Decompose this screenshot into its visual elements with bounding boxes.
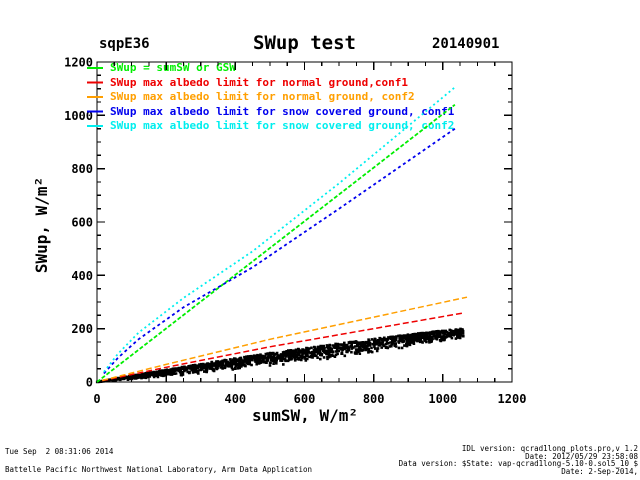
series-line-2	[102, 296, 468, 382]
y-axis-label: SWup, W/m²	[32, 177, 51, 273]
series-line-4	[103, 86, 456, 373]
scatter-points	[95, 327, 465, 384]
series-line-3	[103, 127, 456, 375]
legend-item-normal-conf1: SWup max albedo limit for normal ground,…	[110, 75, 409, 89]
y-tick-label: 800	[71, 162, 93, 176]
x-tick-label: 200	[155, 392, 177, 406]
series-line-1	[102, 312, 463, 382]
x-axis-label: sumSW, W/m²	[252, 406, 358, 425]
footer-version-block: IDL version: qcrad1long_plots.pro,v 1.2 …	[399, 445, 638, 475]
footer-idl-date: Date: 2012/05/29 23:58:08	[525, 451, 638, 461]
footer-data-date: Date: 2-Sep-2014,	[561, 466, 638, 476]
y-tick-label: 600	[71, 216, 93, 230]
y-tick-label: 1200	[64, 56, 93, 70]
y-tick-label: 0	[86, 376, 93, 390]
footer-timestamp: Tue Sep 2 08:31:06 2014	[5, 447, 114, 456]
series-line-0	[96, 103, 456, 383]
site-label: sqpE36	[99, 36, 150, 52]
footer-idl-version: IDL version: qcrad1long_plots.pro,v 1.2	[461, 444, 638, 453]
x-tick-label: 1200	[498, 392, 527, 406]
footer-organization: Battelle Pacific Northwest National Labo…	[5, 465, 313, 474]
date-label: 20140901	[432, 36, 500, 52]
legend-item-identity: SWup = sumSW or GSW	[110, 61, 236, 74]
x-tick-label: 0	[93, 392, 100, 406]
y-tick-label: 200	[71, 322, 93, 336]
x-tick-label: 600	[294, 392, 316, 406]
y-tick-label: 1000	[64, 109, 93, 123]
footer-data-version: Data version: $State: vap-qcrad1long-5.1…	[398, 459, 638, 469]
legend-item-snow-conf1: SWup max albedo limit for snow covered g…	[110, 104, 455, 118]
page-title: SWup test	[253, 32, 356, 54]
y-tick-label: 400	[71, 269, 93, 283]
legend-item-snow-conf2: SWup max albedo limit for snow covered g…	[110, 119, 455, 132]
x-tick-label: 800	[363, 392, 385, 406]
axis-ticks	[96, 61, 513, 383]
legend-item-normal-conf2: SWup max albedo limit for normal ground,…	[110, 90, 415, 103]
x-tick-label: 400	[224, 392, 246, 406]
x-tick-label: 1000	[428, 392, 457, 406]
